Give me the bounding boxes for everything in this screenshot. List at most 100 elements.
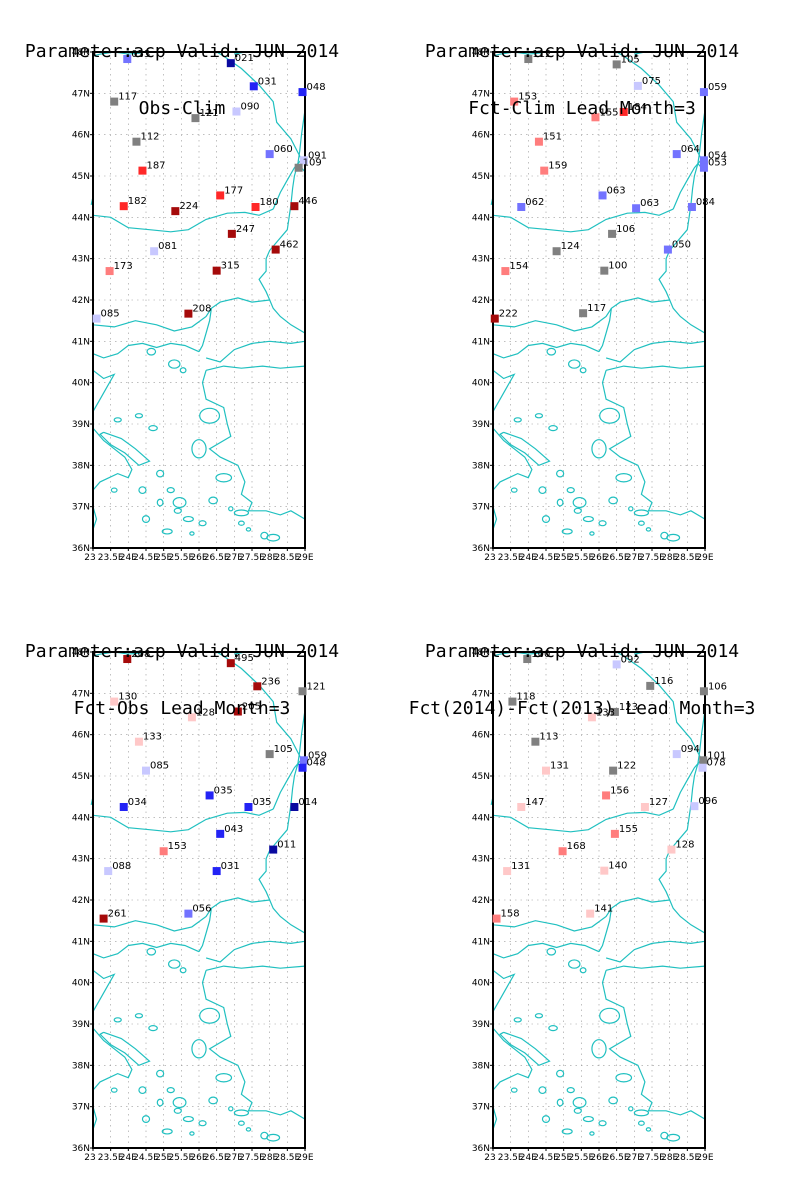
station-marker <box>212 266 221 275</box>
island-outline <box>572 496 587 509</box>
panel-fct-obs: Parameter:acp Valid: JUN 2014 Fct-Obs Le… <box>0 600 400 1180</box>
station-marker <box>184 309 193 318</box>
subtitle-line: Fct-Clim Lead Month=3 <box>468 98 696 119</box>
x-tick-label: 25E <box>155 1153 172 1163</box>
coastline-path <box>605 940 706 963</box>
island-outline <box>548 425 558 432</box>
station-value-label: 034 <box>128 797 147 808</box>
x-tick-label: 27.5E <box>639 1153 665 1163</box>
x-tick-label: 26.5E <box>604 1153 630 1163</box>
gridlines <box>493 52 705 548</box>
station-marker <box>119 202 128 211</box>
island-outline <box>198 1120 207 1127</box>
island-outline <box>568 359 581 369</box>
y-tick-label: 47N <box>72 89 90 99</box>
island-outline <box>166 487 175 494</box>
x-tick-label: 27E <box>626 553 643 563</box>
x-tick-label: 26E <box>190 553 207 563</box>
station-value-label: 495 <box>235 653 254 664</box>
y-tick-label: 43N <box>72 855 90 865</box>
coastline-path <box>492 427 533 491</box>
y-tick-label: 48N <box>72 48 90 58</box>
x-tick-label: 23 <box>84 553 95 563</box>
station-value-label: 043 <box>224 824 243 835</box>
island-outline <box>237 520 245 526</box>
island-outline <box>198 520 207 527</box>
station-marker <box>587 713 596 722</box>
island-outline <box>546 347 557 356</box>
station-value-label: 168 <box>567 841 586 852</box>
island-outline <box>510 1087 518 1093</box>
island-outline <box>591 439 607 459</box>
island-outline <box>155 469 165 478</box>
y-tick-label: 45N <box>472 772 490 782</box>
station-value-label: 060 <box>274 144 293 155</box>
station-marker <box>608 229 617 238</box>
island-outline <box>541 1115 551 1123</box>
station-value-label: 088 <box>112 861 131 872</box>
station-marker <box>298 763 307 772</box>
station-marker <box>558 847 567 856</box>
station-value-label: 155 <box>599 107 618 118</box>
station-marker <box>184 909 193 918</box>
station-value-label: 011 <box>277 840 296 851</box>
station-marker <box>191 114 200 123</box>
station-marker <box>233 707 242 716</box>
station-marker <box>698 763 707 772</box>
y-tick-label: 41N <box>472 337 490 347</box>
panel-title: Parameter:acp Valid: JUN 2014 Fct(2014)-… <box>382 604 782 756</box>
station-value-label: 100 <box>608 261 627 272</box>
station-marker <box>249 82 258 91</box>
y-tick-label: 36N <box>472 1144 490 1154</box>
coastline-path <box>492 1106 498 1130</box>
station-marker <box>542 766 550 775</box>
station-marker <box>269 845 278 854</box>
station-marker <box>534 137 543 146</box>
island-outline <box>546 947 557 956</box>
y-tick-label: 36N <box>72 544 90 554</box>
x-tick-label: 24E <box>120 1153 137 1163</box>
x-tick-label: 28.5E <box>674 553 700 563</box>
island-outline <box>233 509 250 517</box>
station-marker <box>265 750 274 759</box>
island-outline <box>579 967 587 974</box>
station-marker <box>92 314 101 323</box>
coastlines <box>90 651 306 1142</box>
station-value-label: 101 <box>707 750 726 761</box>
coastline-path <box>258 763 306 934</box>
y-tick-label: 45N <box>472 172 490 182</box>
station-marker <box>110 97 119 106</box>
station-value-label: 053 <box>708 158 727 169</box>
island-outline <box>645 1127 652 1132</box>
y-tick-label: 36N <box>72 1144 90 1154</box>
subtitle-line: Obs-Clim <box>138 98 226 119</box>
coastline-path <box>205 965 306 971</box>
y-tick-label: 44N <box>72 813 90 823</box>
coastline-path <box>492 297 670 332</box>
y-tick-label: 48N <box>472 648 490 658</box>
island-outline <box>173 1107 182 1114</box>
station-marker <box>517 803 526 811</box>
station-value-label: 131 <box>550 761 569 772</box>
station-value-label: 151 <box>543 132 562 143</box>
y-tick-label: 44N <box>72 213 90 223</box>
coastline-path <box>92 1106 98 1130</box>
station-marker <box>540 166 549 175</box>
station-value-label: 050 <box>672 240 691 251</box>
x-tick-label: 25E <box>555 1153 572 1163</box>
island-outline <box>173 507 182 514</box>
coastline-path <box>492 369 516 412</box>
station-marker <box>251 203 260 211</box>
station-marker <box>524 55 533 64</box>
station-marker <box>523 655 532 664</box>
coastline-path <box>601 370 706 520</box>
coastline-path <box>605 340 706 363</box>
station-value-label: 222 <box>499 309 518 320</box>
x-tick-label: 25E <box>555 553 572 563</box>
station-marker <box>123 655 132 664</box>
coastline-path <box>492 1027 533 1091</box>
station-value-label: 122 <box>617 761 636 772</box>
station-value-label: 059 <box>308 750 327 761</box>
coastline-path <box>499 431 551 466</box>
